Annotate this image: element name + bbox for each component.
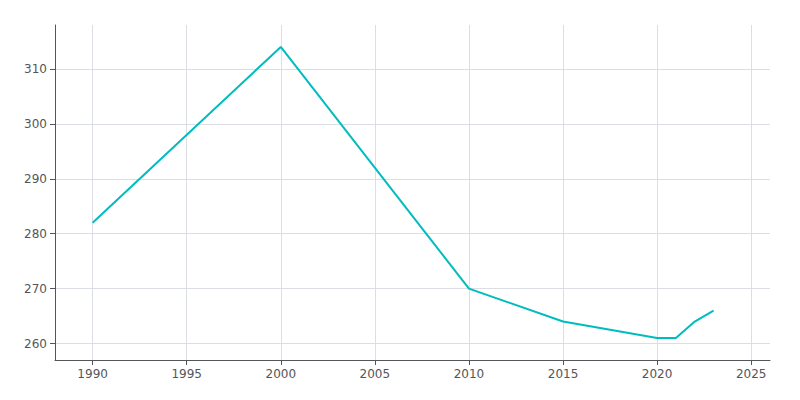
svg-text:2025: 2025 [736, 367, 767, 381]
svg-text:310: 310 [24, 62, 47, 76]
svg-text:1990: 1990 [77, 367, 108, 381]
svg-text:270: 270 [24, 282, 47, 296]
svg-text:2015: 2015 [548, 367, 579, 381]
svg-text:2000: 2000 [266, 367, 297, 381]
svg-text:280: 280 [24, 227, 47, 241]
svg-text:2005: 2005 [360, 367, 391, 381]
svg-text:300: 300 [24, 117, 47, 131]
svg-text:290: 290 [24, 172, 47, 186]
svg-text:2020: 2020 [642, 367, 673, 381]
svg-text:260: 260 [24, 337, 47, 351]
svg-text:2010: 2010 [454, 367, 485, 381]
svg-text:1995: 1995 [171, 367, 202, 381]
